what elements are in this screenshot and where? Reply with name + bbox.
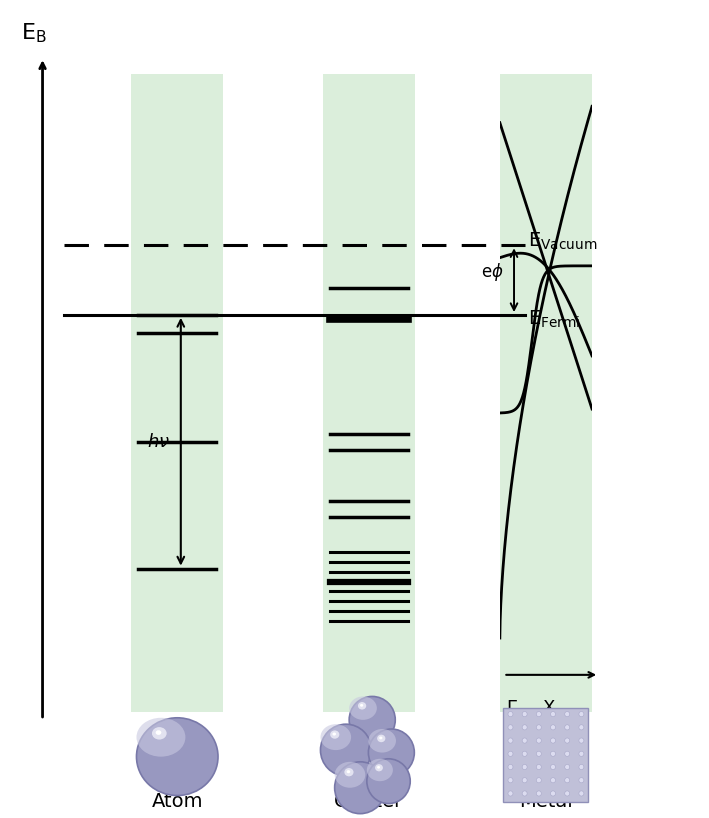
Ellipse shape <box>523 725 527 730</box>
Ellipse shape <box>508 751 513 757</box>
Ellipse shape <box>579 751 584 757</box>
Ellipse shape <box>523 791 527 796</box>
Ellipse shape <box>523 778 527 783</box>
Bar <box>503 708 588 802</box>
Ellipse shape <box>565 765 570 770</box>
Ellipse shape <box>550 791 556 796</box>
Ellipse shape <box>550 738 556 743</box>
Bar <box>131 74 223 712</box>
Ellipse shape <box>579 765 584 770</box>
Ellipse shape <box>550 725 556 730</box>
Text: h$\nu$: h$\nu$ <box>147 433 169 451</box>
Ellipse shape <box>537 751 542 757</box>
Ellipse shape <box>367 759 393 781</box>
Ellipse shape <box>537 765 542 770</box>
Ellipse shape <box>508 778 513 783</box>
Text: $\Gamma$: $\Gamma$ <box>506 699 518 717</box>
Ellipse shape <box>537 738 542 743</box>
Text: Metal: Metal <box>519 793 573 811</box>
Ellipse shape <box>579 778 584 783</box>
Ellipse shape <box>523 712 527 717</box>
Ellipse shape <box>349 696 396 744</box>
Ellipse shape <box>349 696 377 720</box>
Ellipse shape <box>579 791 584 796</box>
Ellipse shape <box>579 738 584 743</box>
Ellipse shape <box>537 712 542 717</box>
Ellipse shape <box>550 712 556 717</box>
Ellipse shape <box>360 704 363 707</box>
Ellipse shape <box>137 718 218 795</box>
Ellipse shape <box>508 712 513 717</box>
Text: E$_{\rm B}$: E$_{\rm B}$ <box>21 21 47 45</box>
Text: Atom: Atom <box>152 793 203 811</box>
Bar <box>500 74 592 712</box>
Text: e$\phi$: e$\phi$ <box>481 261 503 283</box>
Ellipse shape <box>537 778 542 783</box>
Ellipse shape <box>565 791 570 796</box>
Ellipse shape <box>565 751 570 757</box>
Text: Cluster: Cluster <box>334 793 403 811</box>
Ellipse shape <box>550 778 556 783</box>
Ellipse shape <box>320 724 351 750</box>
Ellipse shape <box>345 768 354 776</box>
Ellipse shape <box>508 791 513 796</box>
Ellipse shape <box>379 736 382 739</box>
Text: E$_{\rm Vacuum}$: E$_{\rm Vacuum}$ <box>528 231 598 252</box>
Ellipse shape <box>537 725 542 730</box>
Ellipse shape <box>565 725 570 730</box>
Ellipse shape <box>550 751 556 757</box>
Ellipse shape <box>358 702 367 709</box>
Ellipse shape <box>565 712 570 717</box>
Ellipse shape <box>369 729 414 776</box>
Ellipse shape <box>377 766 380 769</box>
Ellipse shape <box>156 730 162 735</box>
Ellipse shape <box>335 762 365 788</box>
Ellipse shape <box>565 738 570 743</box>
Ellipse shape <box>508 765 513 770</box>
Ellipse shape <box>508 738 513 743</box>
Ellipse shape <box>550 765 556 770</box>
Ellipse shape <box>367 759 411 803</box>
Text: X: X <box>542 699 554 717</box>
Ellipse shape <box>565 778 570 783</box>
Ellipse shape <box>579 712 584 717</box>
Text: E$_{\rm Fermi}$: E$_{\rm Fermi}$ <box>528 308 581 330</box>
Ellipse shape <box>579 725 584 730</box>
Ellipse shape <box>377 735 386 742</box>
Ellipse shape <box>508 725 513 730</box>
Ellipse shape <box>333 732 336 735</box>
Ellipse shape <box>320 724 372 776</box>
Ellipse shape <box>523 738 527 743</box>
Ellipse shape <box>330 730 340 739</box>
Ellipse shape <box>375 764 383 771</box>
Ellipse shape <box>335 762 386 814</box>
Ellipse shape <box>369 729 396 753</box>
Ellipse shape <box>523 765 527 770</box>
Ellipse shape <box>152 727 167 739</box>
Ellipse shape <box>537 791 542 796</box>
Ellipse shape <box>347 770 350 773</box>
Bar <box>323 74 415 712</box>
Ellipse shape <box>137 718 186 757</box>
Ellipse shape <box>523 751 527 757</box>
